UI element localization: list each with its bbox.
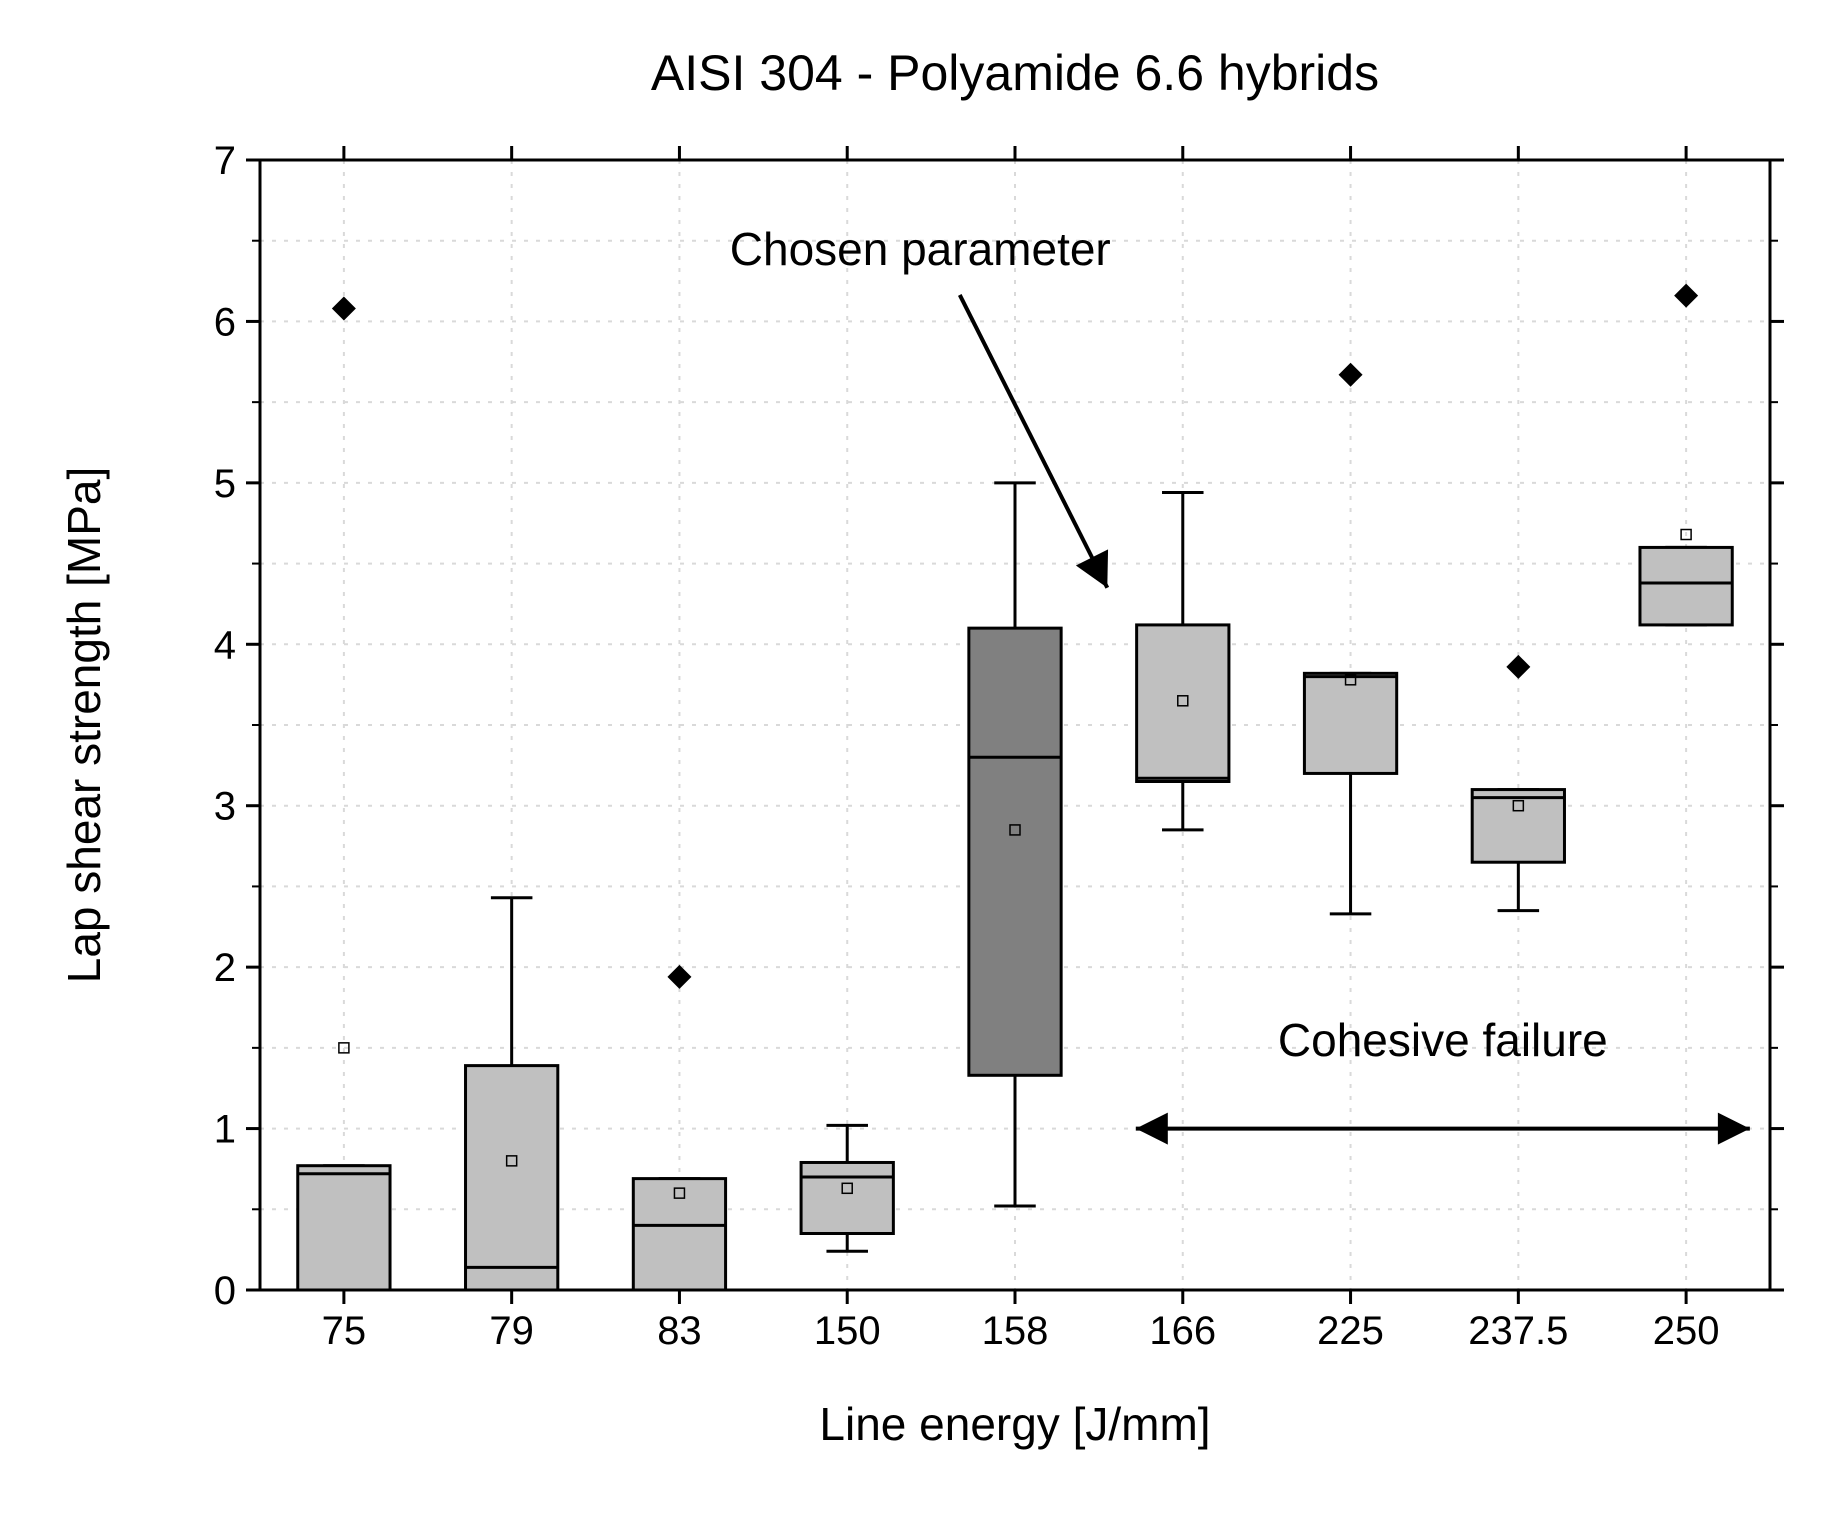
x-tick-label: 83 xyxy=(657,1309,702,1353)
y-tick-label: 3 xyxy=(214,785,236,829)
x-tick-label: 166 xyxy=(1149,1309,1216,1353)
x-tick-label: 158 xyxy=(982,1309,1049,1353)
boxplot-chart: Chosen parameter Cohesive failure 0 1 2 3 4 5 6 7… xyxy=(0,0,1831,1529)
x-tick-label: 79 xyxy=(489,1309,534,1353)
x-tick-label: 75 xyxy=(322,1309,367,1353)
x-axis-label: Line energy [J/mm] xyxy=(819,1398,1210,1450)
x-tick-label: 250 xyxy=(1653,1309,1720,1353)
y-tick-label: 4 xyxy=(214,623,236,667)
annotation-chosen-parameter: Chosen parameter xyxy=(730,223,1111,275)
y-tick-label: 2 xyxy=(214,946,236,990)
y-tick-label: 7 xyxy=(214,139,236,183)
y-tick-label: 6 xyxy=(214,300,236,344)
y-tick-label: 5 xyxy=(214,462,236,506)
x-tick-label: 225 xyxy=(1317,1309,1384,1353)
y-tick-label: 0 xyxy=(214,1269,236,1313)
chart-container: Chosen parameter Cohesive failure 0 1 2 3 4 5 6 7… xyxy=(0,0,1831,1529)
x-tick-label: 237.5 xyxy=(1468,1309,1568,1353)
y-tick-label: 1 xyxy=(214,1108,236,1152)
chart-title: AISI 304 - Polyamide 6.6 hybrids xyxy=(651,45,1379,101)
y-axis-label: Lap shear strength [MPa] xyxy=(58,467,110,984)
x-tick-label: 150 xyxy=(814,1309,881,1353)
annotation-cohesive-failure: Cohesive failure xyxy=(1278,1014,1608,1066)
